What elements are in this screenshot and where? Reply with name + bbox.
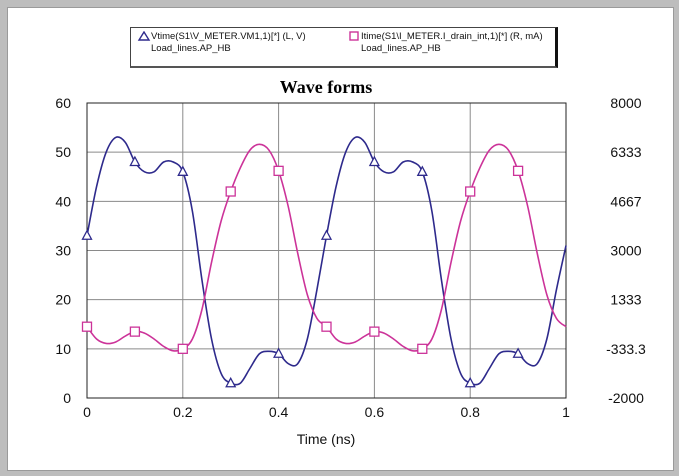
data-point-itime bbox=[417, 343, 428, 354]
x-tick-label: 1 bbox=[562, 404, 570, 420]
data-point-itime bbox=[465, 186, 476, 197]
legend-vtime-name: Vtime(S1\V_METER.VM1,1)[*] (L, V) bbox=[151, 31, 306, 42]
data-point-vtime bbox=[368, 155, 380, 167]
x-tick-label: 0.4 bbox=[269, 404, 289, 420]
legend-vtime-source: Load_lines.AP_HB bbox=[151, 43, 231, 54]
data-point-vtime bbox=[225, 376, 237, 388]
x-tick-label: 0.8 bbox=[460, 404, 480, 420]
legend-entry-vtime: Vtime(S1\V_METER.VM1,1)[*] (L, V) Load_l… bbox=[137, 31, 306, 55]
y-right-tick-label: 3000 bbox=[610, 243, 641, 259]
x-axis-label: Time (ns) bbox=[297, 431, 356, 447]
x-axis: 0 0.2 0.4 0.6 0.8 1 bbox=[83, 404, 570, 420]
data-point-vtime bbox=[177, 165, 189, 176]
chart-frame bbox=[7, 7, 674, 471]
chart-title: Wave forms bbox=[280, 77, 372, 97]
legend: Vtime(S1\V_METER.VM1,1)[*] (L, V) Load_l… bbox=[130, 27, 558, 68]
y-left-tick-label: 40 bbox=[55, 193, 71, 209]
y-right-tick-label: 1333 bbox=[610, 292, 641, 308]
data-point-vtime bbox=[416, 165, 428, 176]
x-tick-label: 0.6 bbox=[365, 404, 385, 420]
data-point-vtime bbox=[273, 347, 285, 358]
plot-area bbox=[86, 102, 567, 399]
data-point-itime bbox=[512, 165, 524, 177]
series-layer bbox=[81, 136, 567, 388]
data-point-itime bbox=[369, 326, 380, 337]
data-point-itime bbox=[225, 186, 236, 197]
y-axis-left: 0 10 20 30 40 50 60 bbox=[55, 95, 71, 406]
y-right-tick-label: -2000 bbox=[608, 390, 644, 406]
series-line-vtime bbox=[86, 136, 567, 386]
data-point-vtime bbox=[129, 155, 141, 167]
y-left-tick-label: 50 bbox=[55, 144, 71, 160]
y-left-tick-label: 60 bbox=[55, 95, 71, 111]
data-point-vtime bbox=[81, 229, 93, 240]
x-tick-label: 0.2 bbox=[173, 404, 193, 420]
y-left-tick-label: 10 bbox=[55, 341, 71, 357]
y-left-tick-label: 30 bbox=[55, 243, 71, 259]
data-point-vtime bbox=[464, 376, 476, 388]
y-right-tick-label: 8000 bbox=[610, 95, 641, 111]
data-point-itime bbox=[177, 343, 188, 354]
y-left-tick-label: 0 bbox=[63, 390, 71, 406]
x-tick-label: 0 bbox=[83, 404, 91, 420]
legend-entry-itime: Itime(S1\I_METER.I_drain_int,1)[*] (R, m… bbox=[347, 31, 543, 55]
y-right-tick-label: -333.3 bbox=[606, 341, 646, 357]
legend-itime-name: Itime(S1\I_METER.I_drain_int,1)[*] (R, m… bbox=[361, 31, 543, 42]
data-point-itime bbox=[129, 326, 141, 337]
y-right-tick-label: 4667 bbox=[610, 193, 641, 209]
data-point-itime bbox=[273, 165, 284, 177]
square-marker-icon bbox=[349, 31, 359, 42]
y-right-tick-label: 6333 bbox=[610, 144, 641, 160]
series-line-itime bbox=[86, 143, 567, 352]
legend-itime-source: Load_lines.AP_HB bbox=[361, 43, 441, 54]
y-left-tick-label: 20 bbox=[55, 292, 71, 308]
grid bbox=[86, 102, 567, 399]
data-point-itime bbox=[321, 321, 332, 332]
triangle-marker-icon bbox=[137, 31, 151, 42]
data-point-vtime bbox=[512, 347, 524, 358]
data-point-itime bbox=[81, 321, 93, 332]
data-point-vtime bbox=[320, 229, 333, 240]
y-axis-right: -2000 -333.3 1333 3000 4667 6333 8000 bbox=[606, 95, 646, 406]
